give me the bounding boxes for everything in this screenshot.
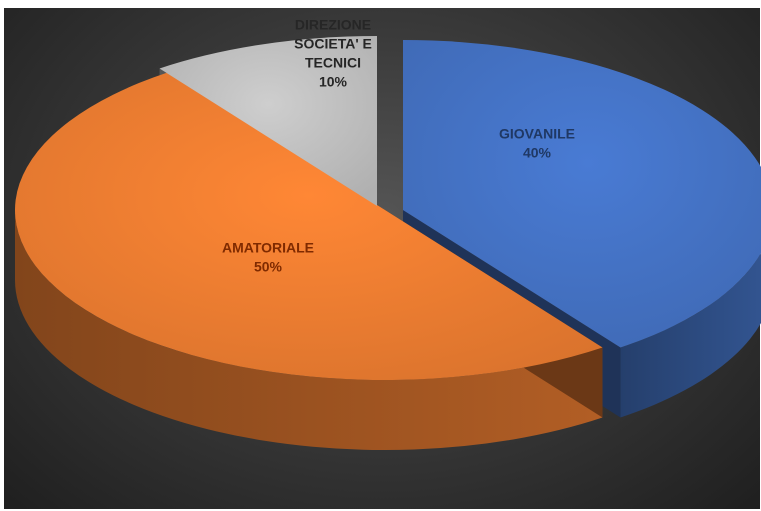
pie-slice-side-1 bbox=[15, 210, 603, 450]
slice-percent-label: 50% bbox=[254, 259, 283, 275]
slice-category-label: GIOVANILE bbox=[499, 126, 575, 142]
pie-slice-1 bbox=[15, 72, 603, 380]
slice-label-2: DIREZIONE SOCIETA' E TECNICI 10% bbox=[294, 17, 372, 90]
slice-category-label: TECNICI bbox=[305, 55, 361, 71]
slice-category-label: SOCIETA' E bbox=[294, 36, 372, 52]
slice-percent-label: 40% bbox=[523, 145, 552, 161]
pie-slice-2 bbox=[159, 36, 377, 206]
slice-label-0: GIOVANILE 40% bbox=[499, 126, 575, 161]
pie-slice-side-0 bbox=[620, 252, 761, 418]
pie-slice-0 bbox=[403, 40, 761, 348]
slice-label-1: AMATORIALE 50% bbox=[222, 240, 314, 275]
slice-percent-label: 10% bbox=[319, 74, 348, 90]
slice-category-label: DIREZIONE bbox=[295, 17, 371, 33]
slice-category-label: AMATORIALE bbox=[222, 240, 314, 256]
